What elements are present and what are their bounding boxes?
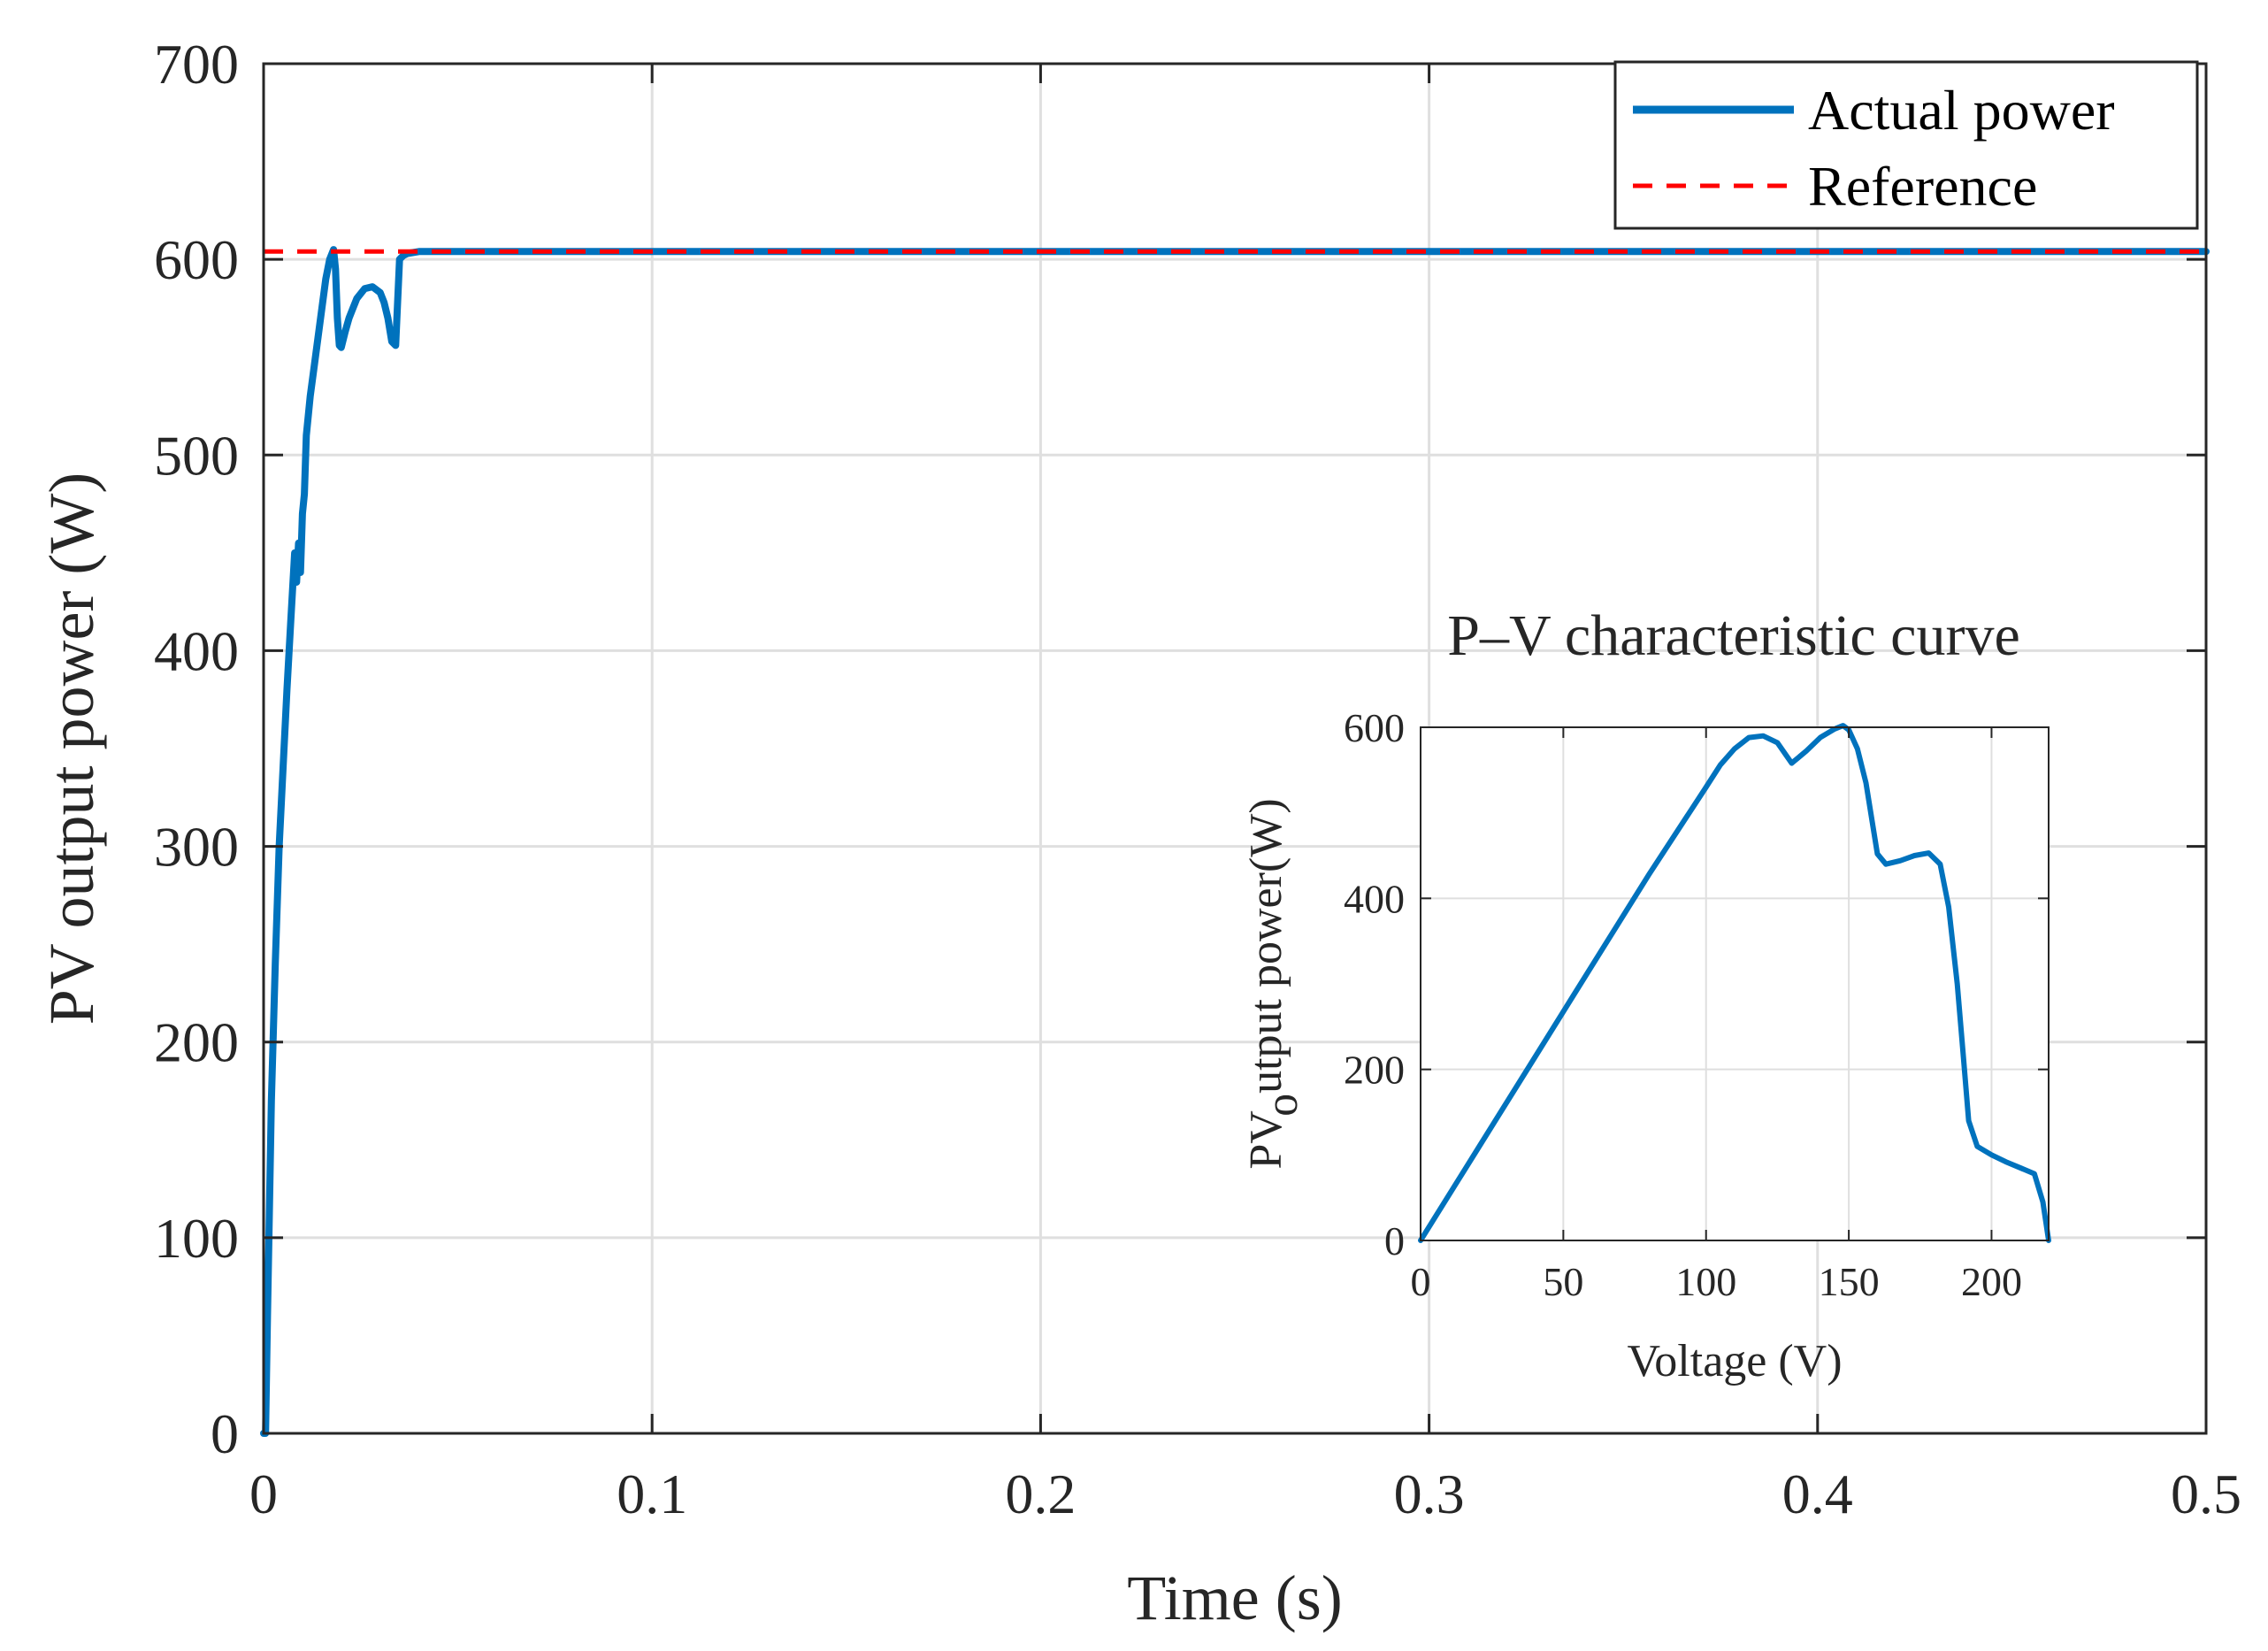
- inset-y-tick-label: 200: [1344, 1048, 1405, 1093]
- main-x-tick-label: 0: [249, 1463, 278, 1525]
- main-x-tick-label: 0.2: [1005, 1463, 1076, 1525]
- main-y-tick-label: 700: [154, 33, 239, 96]
- main-y-tick-label: 300: [154, 816, 239, 879]
- inset-title: P–V characteristic curve: [1447, 603, 2020, 668]
- inset-x-tick-label: 50: [1543, 1259, 1583, 1304]
- inset-x-tick-label: 100: [1675, 1259, 1736, 1304]
- main-y-tick-label: 600: [154, 228, 239, 291]
- main-y-axis-label: PV output power (W): [36, 472, 107, 1025]
- inset-x-tick-label: 0: [1411, 1259, 1431, 1304]
- legend: Actual power Reference: [1613, 60, 2199, 230]
- legend-label-1: Reference: [1808, 155, 2037, 218]
- inset-axes-frame: [1420, 726, 2050, 1241]
- main-y-tick-label: 400: [154, 619, 239, 682]
- main-series-line-0: [260, 246, 2210, 1437]
- main-y-tick-label: 0: [211, 1402, 239, 1465]
- inset-y-label-rest: utput power(W): [1241, 798, 1291, 1094]
- inset-x-tick-label: 150: [1819, 1259, 1880, 1304]
- main-x-tick-label: 0.5: [2171, 1463, 2241, 1525]
- inset-x-axis-label: Voltage (V): [1627, 1336, 1842, 1386]
- inset-y-tick-label: 400: [1344, 876, 1405, 921]
- inset-plot: 0 50 100 150 200 0 200 400 600 Voltage (V) P–V cha…: [1241, 603, 2051, 1386]
- main-axes-frame: [262, 62, 2208, 1435]
- inset-y-label-sub: o: [1257, 1094, 1307, 1117]
- inset-y-label-main: PV: [1241, 1111, 1291, 1170]
- inset-series-line-0: [1418, 723, 2051, 1243]
- inset-y-tick-label: 0: [1384, 1218, 1405, 1263]
- inset-y-tick-label: 600: [1344, 705, 1405, 750]
- inset-x-tick-label: 200: [1961, 1259, 2022, 1304]
- main-y-tick-label: 100: [154, 1207, 239, 1270]
- main-y-tick-label: 200: [154, 1011, 239, 1074]
- main-x-tick-label: 0.3: [1394, 1463, 1465, 1525]
- main-x-tick-label: 0.4: [1782, 1463, 1853, 1525]
- legend-box: [1613, 60, 2199, 230]
- main-y-tick-label: 500: [154, 424, 239, 487]
- inset-plot-area: [1421, 727, 2049, 1240]
- main-x-axis-label: Time (s): [1127, 1563, 1342, 1633]
- legend-label-0: Actual power: [1808, 79, 2115, 142]
- inset-y-axis-label: PVoutput power(W): [1241, 798, 1307, 1169]
- main-x-tick-label: 0.1: [617, 1463, 687, 1525]
